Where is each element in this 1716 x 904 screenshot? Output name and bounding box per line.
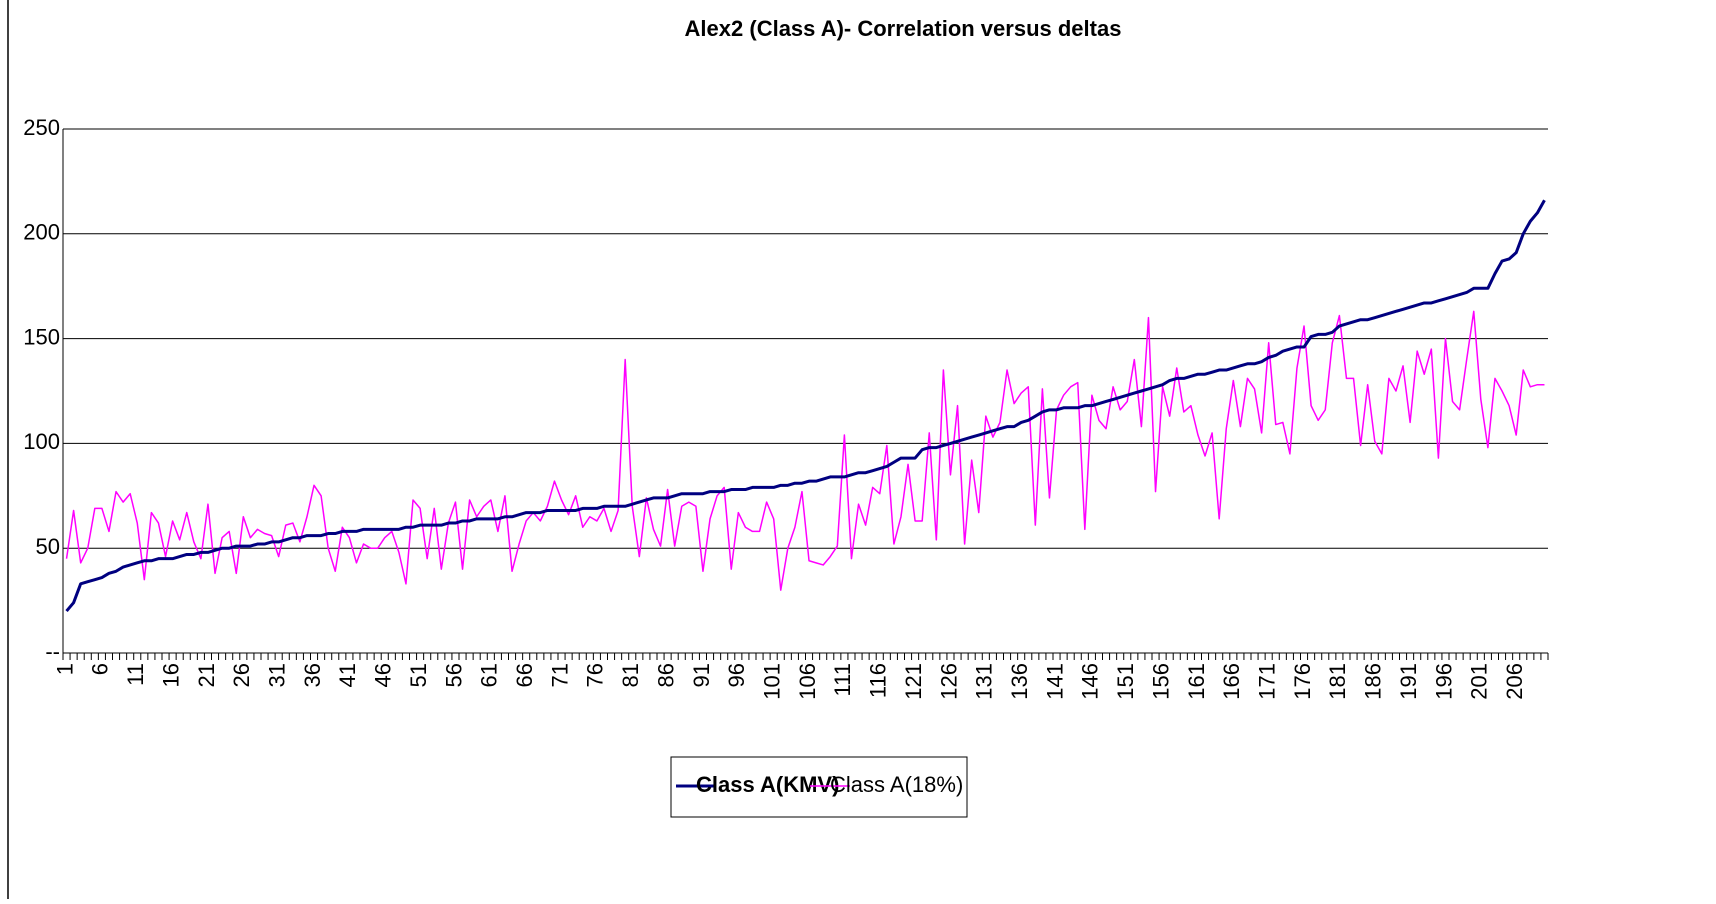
x-tick-label: 101	[759, 663, 784, 700]
x-tick-label: 76	[583, 663, 608, 687]
x-tick-label: 166	[1219, 663, 1244, 700]
x-tick-label: 196	[1431, 663, 1456, 700]
x-tick-label: 141	[1042, 663, 1067, 700]
x-tick-label: 96	[724, 663, 749, 687]
y-tick-label: 150	[23, 324, 60, 349]
x-tick-label: 66	[512, 663, 537, 687]
x-tick-label: 51	[406, 663, 431, 687]
x-tick-label: 86	[653, 663, 678, 687]
x-tick-label: 1	[52, 663, 77, 675]
legend-label: Class A(KMV)	[696, 772, 839, 797]
x-tick-label: 206	[1502, 663, 1527, 700]
chart-title: Alex2 (Class A)- Correlation versus delt…	[685, 16, 1122, 41]
series-line	[65, 199, 1546, 613]
x-tick-label: 151	[1113, 663, 1138, 700]
x-tick-label: 156	[1148, 663, 1173, 700]
x-tick-label: 116	[866, 663, 891, 698]
x-tick-label: 136	[1007, 663, 1032, 700]
x-tick-label: 131	[972, 663, 997, 700]
x-tick-label: 11	[123, 663, 148, 686]
x-tick-label: 46	[371, 663, 396, 687]
y-tick-label: 250	[23, 115, 60, 140]
x-tick-label: 81	[618, 663, 643, 687]
x-tick-label: 61	[477, 663, 502, 687]
x-tick-label: 106	[795, 663, 820, 700]
x-tick-label: 181	[1325, 663, 1350, 700]
x-tick-label: 121	[901, 663, 926, 700]
x-tick-label: 176	[1290, 663, 1315, 700]
x-tick-label: 191	[1396, 663, 1421, 700]
x-tick-label: 71	[547, 663, 572, 687]
x-tick-label: 171	[1254, 663, 1279, 700]
legend-label: Class A(18%)	[830, 772, 963, 797]
series-line	[65, 310, 1545, 591]
legend-box	[670, 756, 968, 818]
x-tick-label: 111	[830, 663, 855, 696]
x-tick-label: 186	[1361, 663, 1386, 700]
y-tick-label: 100	[23, 429, 60, 454]
x-tick-label: 41	[335, 663, 360, 687]
x-tick-label: 31	[264, 663, 289, 687]
x-tick-label: 6	[88, 663, 113, 675]
x-tick-label: 26	[229, 663, 254, 687]
y-tick-label: 200	[23, 220, 60, 245]
x-tick-label: 36	[300, 663, 325, 687]
x-tick-label: 21	[194, 663, 219, 687]
x-tick-label: 91	[689, 663, 714, 687]
x-tick-label: 161	[1184, 663, 1209, 700]
x-tick-label: 201	[1467, 663, 1492, 700]
y-tick-label: --	[45, 639, 60, 664]
x-tick-label: 56	[441, 663, 466, 687]
x-tick-label: 126	[936, 663, 961, 700]
y-tick-label: 50	[36, 534, 60, 559]
x-tick-label: 16	[158, 663, 183, 687]
x-tick-label: 146	[1078, 663, 1103, 700]
